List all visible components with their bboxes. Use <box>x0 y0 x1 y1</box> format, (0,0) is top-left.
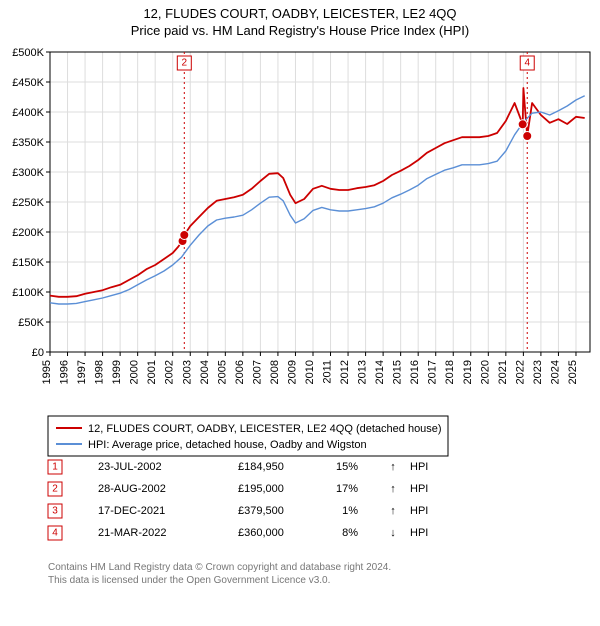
svg-text:2022: 2022 <box>514 360 526 384</box>
legend-label: 12, FLUDES COURT, OADBY, LEICESTER, LE2 … <box>88 423 442 435</box>
svg-text:2008: 2008 <box>269 360 281 384</box>
svg-text:2012: 2012 <box>339 360 351 384</box>
svg-text:£0: £0 <box>32 347 44 359</box>
svg-text:2002: 2002 <box>164 360 176 384</box>
svg-text:2021: 2021 <box>497 360 509 384</box>
svg-text:2010: 2010 <box>304 360 316 384</box>
svg-text:2013: 2013 <box>357 360 369 384</box>
svg-text:1995: 1995 <box>41 360 53 384</box>
legend-label: HPI: Average price, detached house, Oadb… <box>88 439 367 451</box>
svg-text:£350K: £350K <box>12 137 44 149</box>
svg-text:£450K: £450K <box>12 77 44 89</box>
svg-text:4: 4 <box>52 528 58 539</box>
footer-line: This data is licensed under the Open Gov… <box>48 575 330 586</box>
svg-text:2020: 2020 <box>479 360 491 384</box>
svg-text:2024: 2024 <box>549 360 561 384</box>
svg-text:£50K: £50K <box>18 317 44 329</box>
svg-text:2017: 2017 <box>427 360 439 384</box>
sale-date: 28-AUG-2002 <box>98 483 166 495</box>
footer-line: Contains HM Land Registry data © Crown c… <box>48 562 391 573</box>
sale-pct: 1% <box>342 505 358 517</box>
svg-text:2006: 2006 <box>234 360 246 384</box>
sale-vs: HPI <box>410 483 428 495</box>
svg-text:2000: 2000 <box>129 360 141 384</box>
svg-text:3: 3 <box>52 506 58 517</box>
sale-vs: HPI <box>410 505 428 517</box>
svg-text:2007: 2007 <box>251 360 263 384</box>
svg-text:2018: 2018 <box>444 360 456 384</box>
sale-price: £195,000 <box>238 483 284 495</box>
svg-text:2003: 2003 <box>181 360 193 384</box>
svg-text:2015: 2015 <box>392 360 404 384</box>
arrow-icon: ↑ <box>390 483 396 495</box>
chart-title-address: 12, FLUDES COURT, OADBY, LEICESTER, LE2 … <box>0 6 600 21</box>
svg-text:2019: 2019 <box>462 360 474 384</box>
chart-title-sub: Price paid vs. HM Land Registry's House … <box>0 23 600 38</box>
svg-text:2023: 2023 <box>532 360 544 384</box>
sale-price: £360,000 <box>238 527 284 539</box>
svg-text:2009: 2009 <box>286 360 298 384</box>
svg-text:2: 2 <box>52 484 58 495</box>
svg-text:1998: 1998 <box>94 360 106 384</box>
price-chart: £0 £50K £100K £150K £200K £250K £300K £350K £400… <box>0 42 600 412</box>
arrow-icon: ↑ <box>390 461 396 473</box>
svg-text:2: 2 <box>182 58 188 69</box>
sale-pct: 8% <box>342 527 358 539</box>
svg-text:2025: 2025 <box>567 360 579 384</box>
svg-text:2016: 2016 <box>409 360 421 384</box>
sale-pct: 17% <box>336 483 358 495</box>
svg-text:£400K: £400K <box>12 107 44 119</box>
svg-text:4: 4 <box>524 58 530 69</box>
svg-text:2001: 2001 <box>146 360 158 384</box>
svg-text:£500K: £500K <box>12 47 44 59</box>
svg-text:£250K: £250K <box>12 197 44 209</box>
svg-text:£150K: £150K <box>12 257 44 269</box>
sale-date: 23-JUL-2002 <box>98 461 162 473</box>
sale-price: £184,950 <box>238 461 284 473</box>
sale-date: 17-DEC-2021 <box>98 505 165 517</box>
svg-text:£100K: £100K <box>12 287 44 299</box>
svg-text:£200K: £200K <box>12 227 44 239</box>
svg-text:1996: 1996 <box>59 360 71 384</box>
sale-date: 21-MAR-2022 <box>98 527 166 539</box>
sale-pct: 15% <box>336 461 358 473</box>
svg-text:2004: 2004 <box>199 360 211 384</box>
svg-text:£300K: £300K <box>12 167 44 179</box>
legend-and-sales: 12, FLUDES COURT, OADBY, LEICESTER, LE2 … <box>0 412 600 622</box>
arrow-icon: ↓ <box>390 527 396 539</box>
sale-vs: HPI <box>410 527 428 539</box>
sale-price: £379,500 <box>238 505 284 517</box>
svg-text:2014: 2014 <box>374 360 386 384</box>
svg-text:1999: 1999 <box>111 360 123 384</box>
svg-text:2005: 2005 <box>216 360 228 384</box>
svg-text:1997: 1997 <box>76 360 88 384</box>
svg-text:1: 1 <box>52 462 58 473</box>
svg-text:2011: 2011 <box>322 360 334 384</box>
arrow-icon: ↑ <box>390 505 396 517</box>
sale-vs: HPI <box>410 461 428 473</box>
